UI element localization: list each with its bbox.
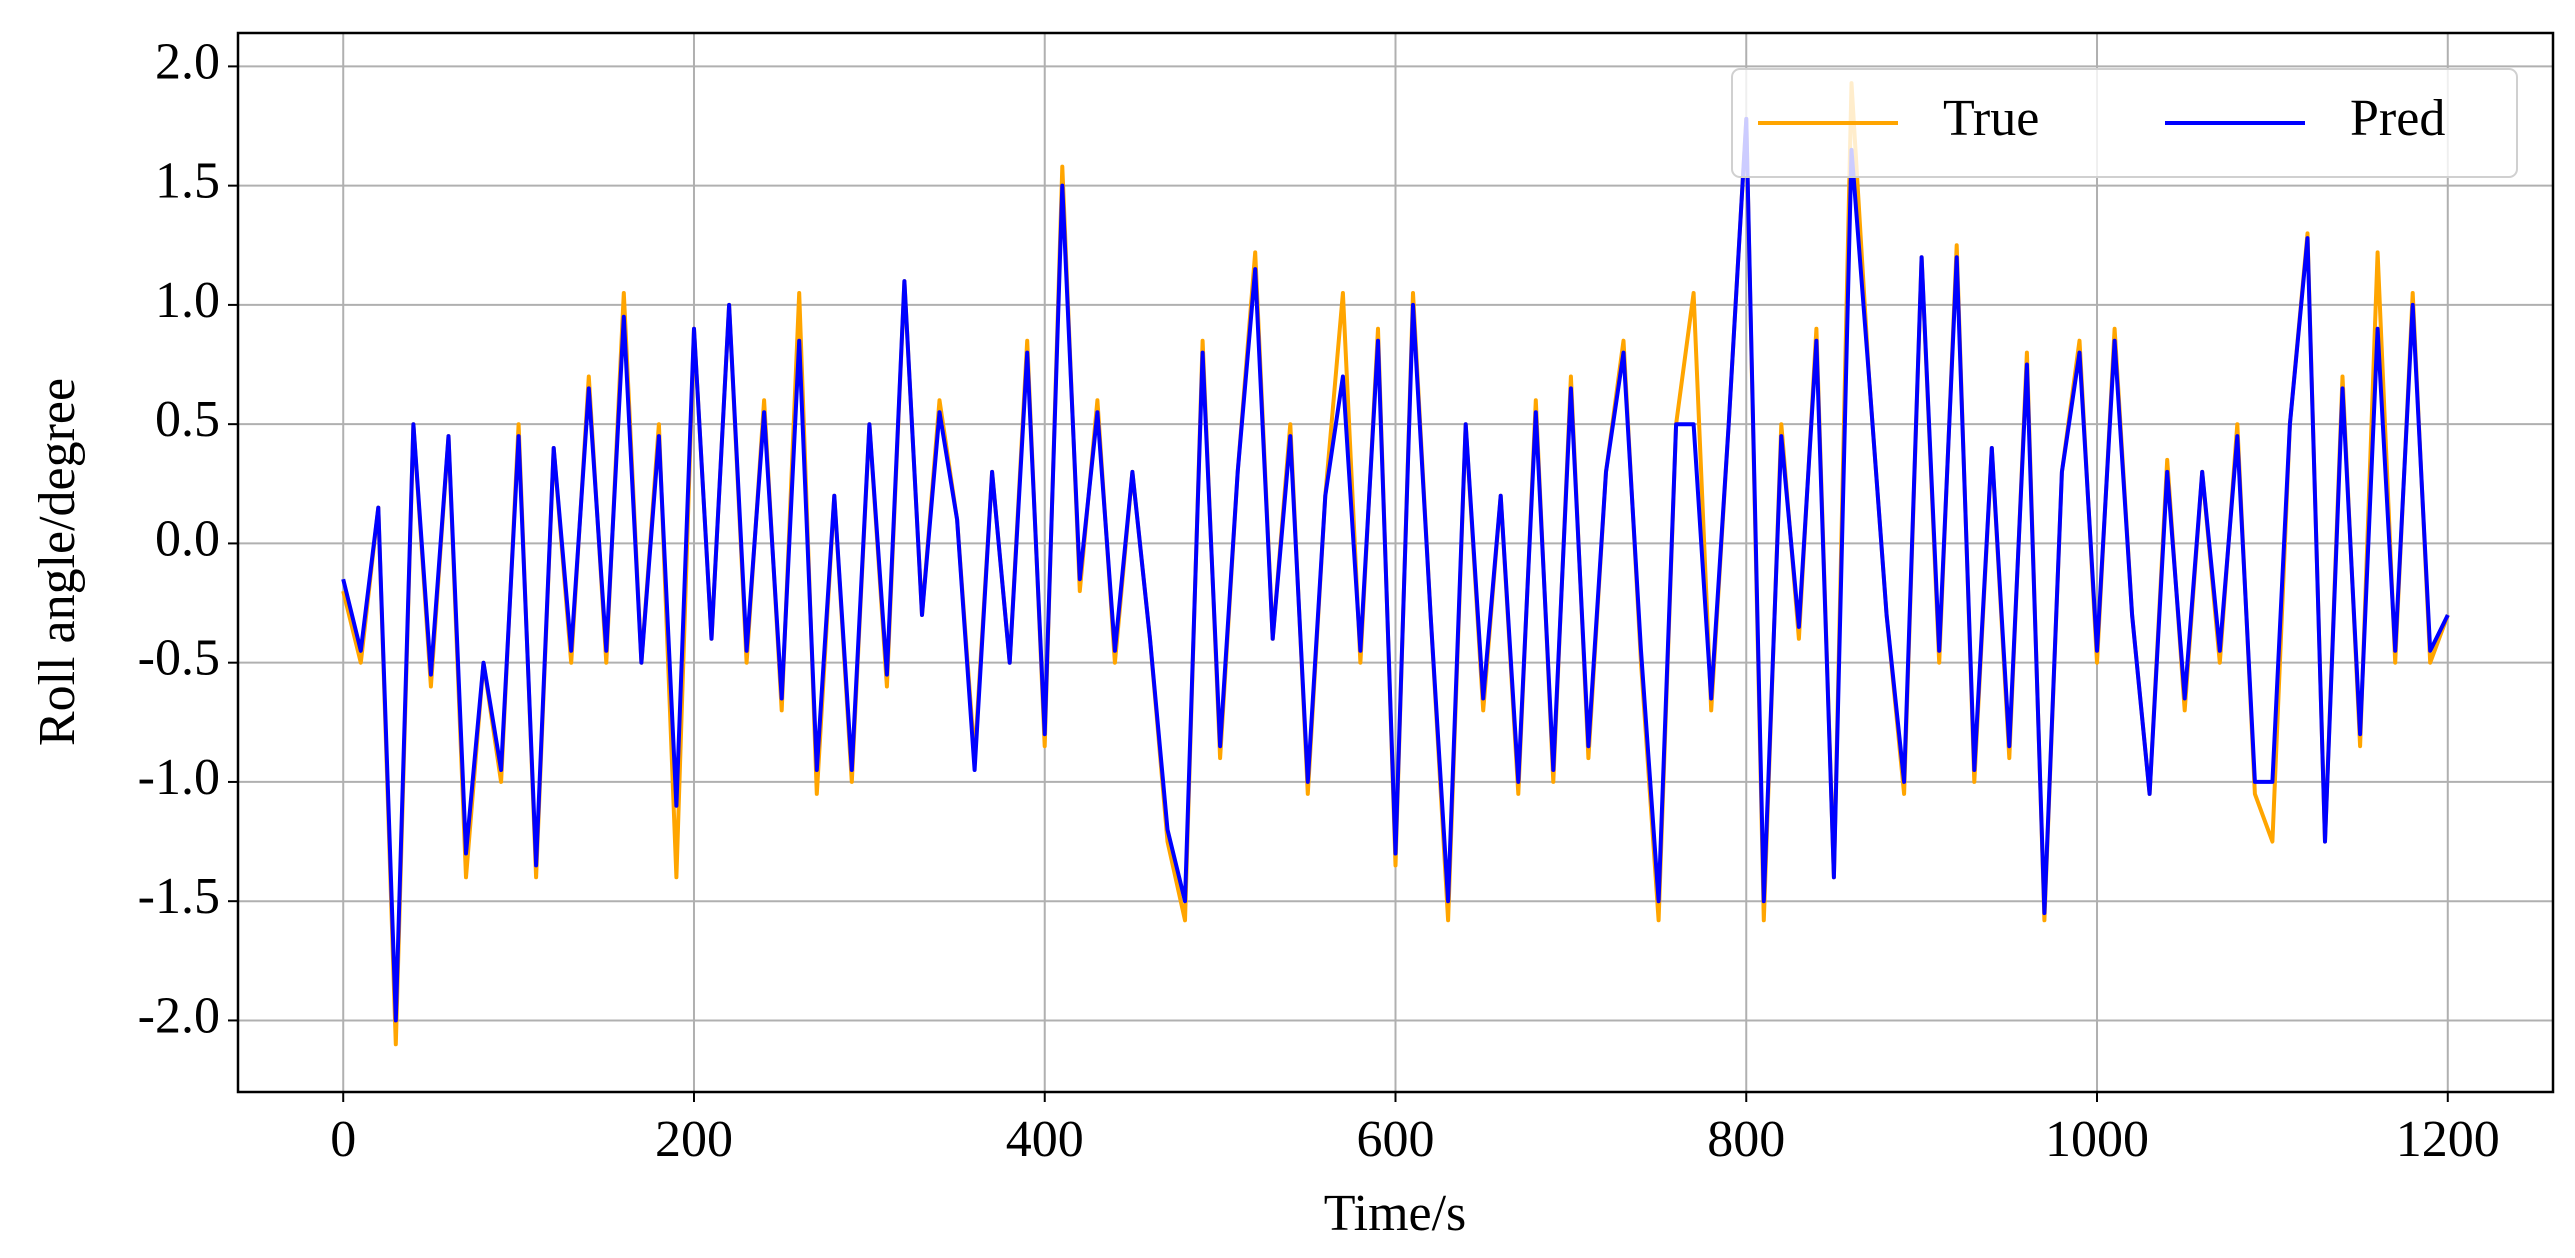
y-tick-label: 1.5 [155, 153, 220, 210]
x-axis-label: Time/s [1324, 1185, 1467, 1242]
x-tick-label: 0 [330, 1111, 356, 1168]
y-tick-label: -1.5 [138, 868, 220, 925]
legend-box [1731, 68, 2518, 178]
y-tick-label: 2.0 [155, 33, 220, 90]
x-tick-label: 800 [1707, 1111, 1785, 1168]
y-tick-label: 0.0 [155, 510, 220, 567]
x-tick-label: 200 [655, 1111, 733, 1168]
plot-frame [236, 31, 2555, 1094]
legend-label: Pred [2350, 90, 2445, 147]
x-tick-label: 600 [1357, 1111, 1435, 1168]
legend-label: True [1943, 90, 2039, 147]
y-tick-label: -0.5 [138, 630, 220, 687]
y-tick-label: 1.0 [155, 272, 220, 329]
data-line [341, 116, 2450, 1023]
x-tick-label: 1200 [2396, 1111, 2500, 1168]
y-tick-label: -2.0 [138, 987, 220, 1044]
y-tick-label: 0.5 [155, 391, 220, 448]
x-tick-label: 400 [1006, 1111, 1084, 1168]
x-tick-label: 1000 [2045, 1111, 2149, 1168]
y-axis-label: Roll angle/degree [29, 378, 86, 746]
y-tick-label: -1.0 [138, 749, 220, 806]
